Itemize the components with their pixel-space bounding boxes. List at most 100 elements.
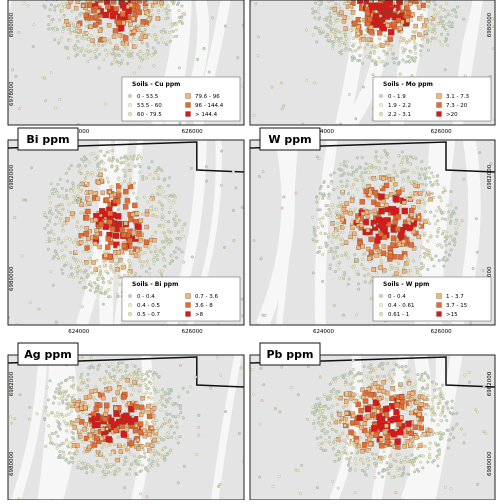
sample: [181, 229, 184, 232]
sample: [440, 33, 443, 36]
sample: [38, 308, 41, 311]
sample: [46, 224, 49, 227]
sample: [91, 0, 95, 3]
sample: [168, 451, 171, 454]
sample: [359, 175, 362, 178]
sample: [438, 448, 441, 451]
sample: [79, 404, 82, 407]
sample: [451, 239, 454, 242]
sample: [89, 415, 92, 418]
sample: [252, 393, 255, 396]
sample: [317, 226, 320, 229]
sample: [379, 266, 383, 270]
sample: [108, 373, 111, 376]
sample: [380, 156, 383, 159]
sample: [124, 446, 127, 449]
legend-label: 1 - 3.7: [446, 294, 464, 300]
sample: [63, 420, 66, 423]
sample: [84, 260, 88, 264]
sample: [391, 386, 395, 390]
sample: [166, 238, 169, 241]
sample: [356, 189, 359, 192]
sample: [448, 217, 451, 220]
sample: [73, 452, 76, 455]
sample: [48, 220, 51, 223]
sample: [314, 2, 317, 5]
sample: [257, 54, 260, 57]
sample: [145, 421, 148, 424]
sample: [114, 57, 117, 60]
sample: [70, 267, 73, 270]
sample: [72, 376, 75, 379]
sample: [89, 25, 93, 29]
sample: [322, 30, 325, 33]
sample: [106, 177, 109, 180]
sample: [127, 238, 132, 243]
sample: [392, 274, 395, 277]
sample: [341, 452, 344, 455]
sample: [85, 242, 88, 245]
sample: [381, 476, 384, 479]
sample: [351, 382, 354, 385]
sample: [107, 295, 110, 298]
sample: [56, 255, 59, 258]
sample: [383, 406, 389, 412]
sample: [138, 171, 141, 174]
sample: [166, 453, 169, 456]
sample: [179, 435, 182, 438]
legend-label: >8: [195, 312, 204, 318]
sample: [104, 103, 107, 106]
sample: [105, 370, 108, 373]
legend-swatch: [379, 94, 383, 98]
sample: [170, 389, 173, 392]
sample: [47, 232, 50, 235]
sample: [449, 411, 452, 414]
sample: [463, 441, 466, 444]
sample: [88, 395, 92, 399]
sample: [133, 428, 138, 433]
sample: [88, 21, 91, 24]
sample: [70, 410, 73, 413]
sample: [401, 274, 404, 277]
sample: [317, 11, 320, 14]
sample: [440, 419, 443, 422]
sample: [395, 57, 398, 60]
sample: [162, 31, 165, 34]
sample: [403, 442, 406, 445]
sample: [342, 207, 346, 211]
sample: [119, 450, 123, 454]
sample: [220, 184, 223, 187]
sample: [362, 258, 365, 261]
sample: [94, 436, 99, 441]
sample: [339, 7, 342, 10]
sample: [66, 237, 69, 240]
sample: [370, 46, 373, 49]
sample: [81, 236, 84, 239]
sample: [190, 167, 193, 170]
sample: [71, 404, 74, 407]
sample: [162, 240, 165, 243]
sample: [384, 63, 387, 66]
sample: [126, 62, 129, 65]
sample: [138, 460, 141, 463]
sample: [100, 437, 104, 441]
sample: [366, 21, 371, 26]
sample: [164, 417, 167, 420]
sample: [167, 436, 170, 439]
sample: [88, 405, 91, 408]
sample: [141, 252, 144, 255]
sample: [82, 199, 85, 202]
sample: [103, 377, 106, 380]
sample: [328, 194, 331, 197]
sample: [350, 222, 353, 225]
sample: [353, 265, 356, 268]
sample: [186, 391, 189, 394]
sample: [425, 406, 428, 409]
sample: [440, 20, 443, 23]
sample: [361, 212, 365, 216]
sample: [220, 150, 223, 153]
sample: [424, 445, 427, 448]
sample: [454, 240, 457, 243]
sample: [176, 426, 179, 429]
sample: [168, 211, 171, 214]
